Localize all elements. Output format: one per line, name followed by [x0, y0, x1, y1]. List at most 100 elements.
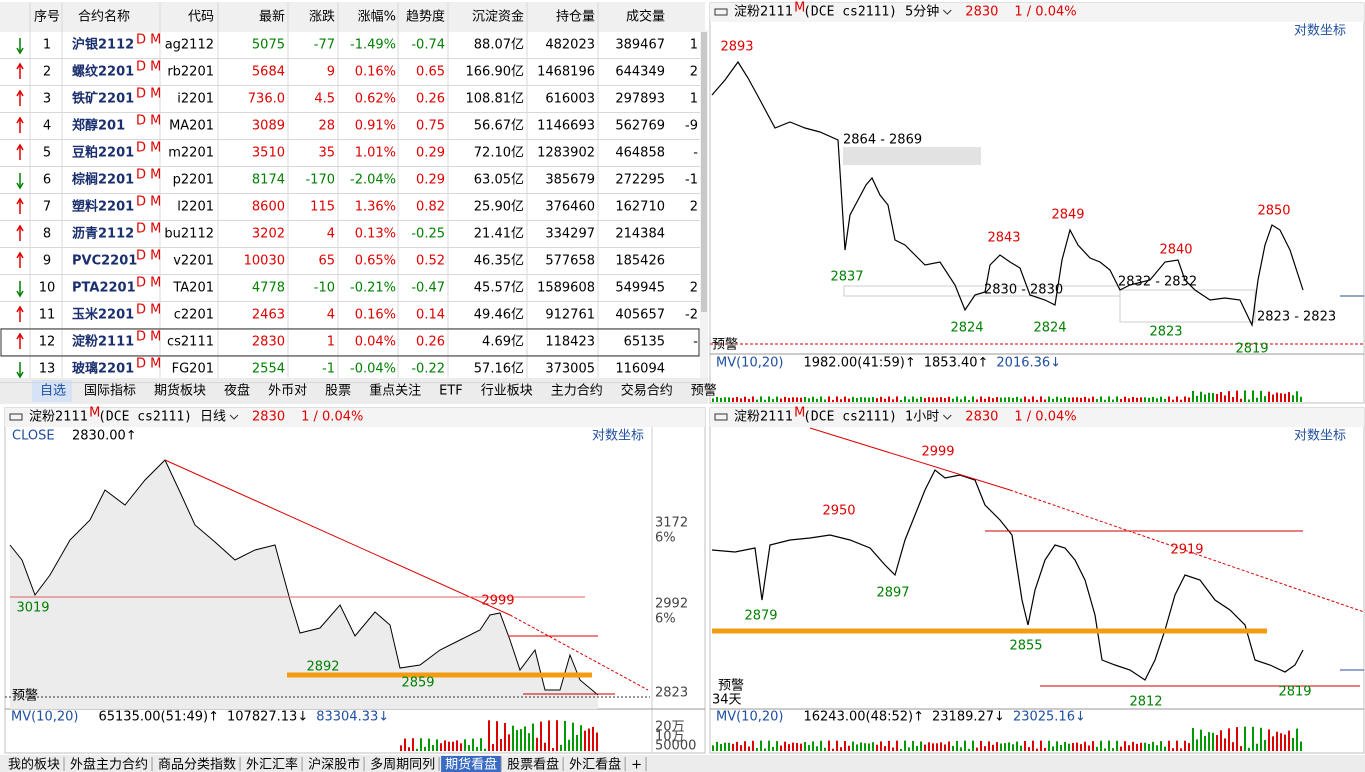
tab[interactable]: 外币对	[268, 384, 307, 399]
volume-bar	[1096, 746, 1098, 751]
volume-bar	[860, 397, 862, 402]
bottom-tab[interactable]: +	[631, 758, 642, 772]
volume-bar	[1140, 397, 1142, 402]
tab[interactable]: 国际指标	[84, 384, 136, 399]
volume-bar	[808, 744, 810, 751]
price-annotation: 2892	[306, 660, 339, 675]
tab[interactable]: 自选	[40, 384, 66, 399]
panel-title: 淀粉2111	[29, 410, 88, 425]
price-line	[711, 60, 1304, 328]
volume-bar	[820, 396, 822, 402]
bottom-tab[interactable]: 外汇看盘	[569, 757, 621, 772]
tab[interactable]: 预警	[691, 383, 717, 399]
tab[interactable]: 夜盘	[224, 383, 250, 399]
bottom-tab[interactable]: 商品分类指数	[158, 758, 236, 772]
contract-tag: D M	[136, 276, 161, 291]
volume-bar	[932, 397, 934, 402]
contract-tag: D M	[136, 114, 161, 129]
price-annotation: 2893	[720, 40, 753, 55]
bottom-tab[interactable]: 我的板块	[8, 757, 60, 772]
volume-bar	[876, 398, 878, 402]
tab[interactable]: 行业板块	[481, 384, 533, 399]
volume-bar	[864, 397, 866, 402]
last-price: 2830	[965, 410, 998, 425]
volume-bar	[1036, 399, 1038, 402]
table-cell: cs2111	[167, 335, 214, 350]
price-area	[10, 460, 598, 709]
table-cell: m2201	[168, 146, 214, 161]
volume-bar	[892, 747, 894, 751]
volume-bar	[920, 741, 922, 751]
log-scale-toggle[interactable]: 对数坐标	[1294, 24, 1346, 39]
trend-arrow	[16, 89, 24, 97]
volume-bar	[1140, 742, 1142, 751]
bottom-tab[interactable]: 期货看盘	[445, 757, 497, 772]
volume-bar	[448, 741, 450, 751]
volume-bar	[1124, 741, 1126, 751]
volume-bar	[1120, 746, 1122, 751]
bottom-tab[interactable]: 股票看盘	[507, 757, 559, 772]
tab[interactable]: ETF	[439, 384, 463, 399]
table-cell: 72.10亿	[474, 146, 524, 161]
volume-bar	[1064, 397, 1066, 402]
table-cell: 116094	[615, 362, 665, 377]
table-cell: -0.47	[411, 281, 445, 296]
volume-bar	[1136, 397, 1138, 402]
volume-bar	[932, 743, 934, 751]
volume-bar	[840, 747, 842, 751]
volume-bar	[972, 740, 974, 751]
volume-bar	[1076, 742, 1078, 751]
volume-bar	[1252, 726, 1254, 751]
table-cell: 108.81亿	[466, 92, 525, 107]
indicator-name[interactable]: MV(10,20)	[716, 710, 783, 725]
table-cell: 0.62%	[355, 92, 396, 107]
tab[interactable]: 期货板块	[154, 383, 206, 399]
scrollbar-thumb[interactable]	[701, 32, 707, 312]
price-annotation: 2879	[744, 609, 777, 624]
volume-bar	[1256, 743, 1258, 751]
volume-bar	[968, 748, 970, 751]
indicator-name[interactable]: MV(10,20)	[716, 356, 783, 371]
bottom-tab[interactable]: 外盘主力合约	[70, 757, 148, 772]
volume-bar	[1092, 741, 1094, 751]
volume-bar	[1152, 741, 1154, 751]
tab[interactable]: 重点关注	[369, 383, 421, 399]
table-cell: 35	[318, 146, 335, 161]
table-cell: bu2112	[164, 227, 214, 242]
volume-bar	[996, 742, 998, 751]
volume-bar	[1068, 743, 1070, 751]
volume-bar	[876, 744, 878, 751]
volume-bar	[764, 748, 766, 751]
contract-name: 玉米2201	[72, 307, 134, 323]
table-cell: 21.41亿	[474, 227, 524, 242]
volume-bar	[1200, 729, 1202, 751]
tab[interactable]: 交易合约	[621, 383, 673, 399]
trend-arrow	[16, 143, 24, 151]
bottom-tab[interactable]: 沪深股市	[308, 757, 360, 772]
tab[interactable]: 主力合约	[551, 384, 603, 399]
indicator-name[interactable]: MV(10,20)	[11, 710, 78, 725]
log-scale-toggle[interactable]: 对数坐标	[1294, 429, 1346, 444]
period-select[interactable]: 5分钟	[905, 4, 939, 20]
volume-bar	[960, 399, 962, 402]
log-scale-toggle[interactable]: 对数坐标	[592, 429, 644, 444]
table-cell: 2	[43, 65, 51, 80]
period-select[interactable]: 1小时	[905, 410, 939, 425]
volume-bar	[1132, 741, 1134, 751]
volume-bar	[452, 741, 454, 751]
table-cell: 45.57亿	[474, 281, 524, 296]
column-header: 序号	[34, 10, 60, 25]
volume-bar	[1032, 740, 1034, 751]
volume-bar	[1076, 397, 1078, 402]
bottom-tab[interactable]: 多周期同列	[370, 757, 435, 772]
volume-bar	[992, 744, 994, 751]
series-select[interactable]: CLOSE	[12, 429, 55, 444]
selected-row[interactable]	[0, 328, 700, 357]
volume-bar	[824, 747, 826, 751]
price-annotation: 2832 - 2832	[1118, 275, 1197, 290]
volume-bar	[800, 743, 802, 751]
bottom-tab[interactable]: 外汇汇率	[246, 757, 298, 772]
tab[interactable]: 股票	[325, 384, 351, 399]
volume-bar	[828, 396, 830, 402]
period-select[interactable]: 日线	[200, 410, 226, 425]
